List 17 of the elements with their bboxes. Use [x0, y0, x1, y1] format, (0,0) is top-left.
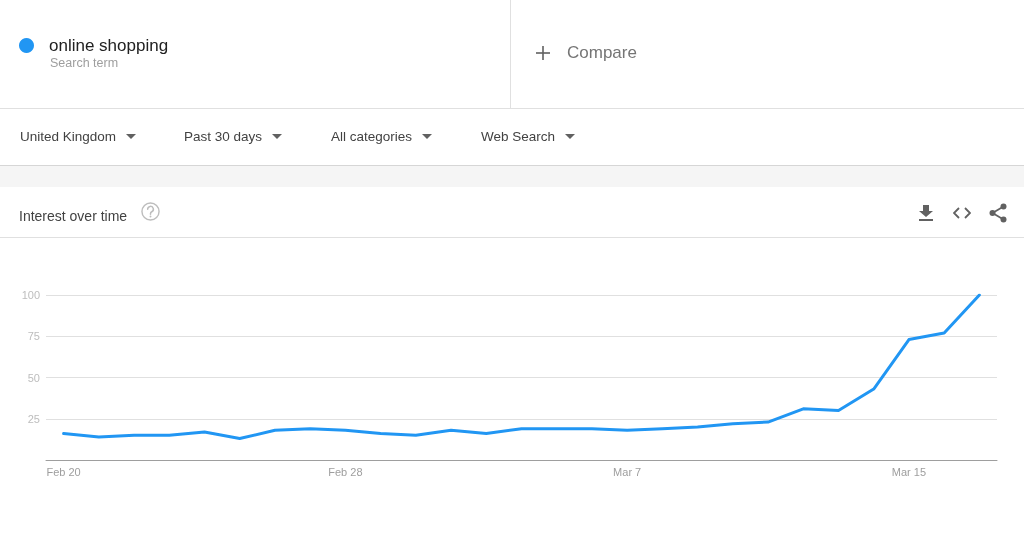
x-tick-label: Feb 28 — [328, 465, 363, 478]
x-tick-label: Feb 20 — [46, 465, 81, 478]
chart-title: Interest over time — [19, 208, 128, 224]
y-tick-label: 25 — [27, 412, 40, 425]
y-tick-label: 100 — [21, 289, 40, 301]
text: All categories — [331, 129, 413, 144]
y-tick-label: 50 — [27, 371, 40, 384]
text: Compare — [567, 43, 637, 63]
text: Web Search — [481, 129, 556, 144]
x-tick-label: Mar 15 — [891, 465, 927, 478]
y-tick-label: 75 — [27, 330, 40, 343]
text: United Kingdom — [20, 129, 117, 144]
text: Past 30 days — [184, 129, 263, 144]
text: Search term — [50, 56, 119, 70]
x-tick-label: Mar 7 — [613, 465, 642, 478]
line-series — [62, 293, 981, 441]
legend-label: online shopping — [49, 36, 169, 55]
